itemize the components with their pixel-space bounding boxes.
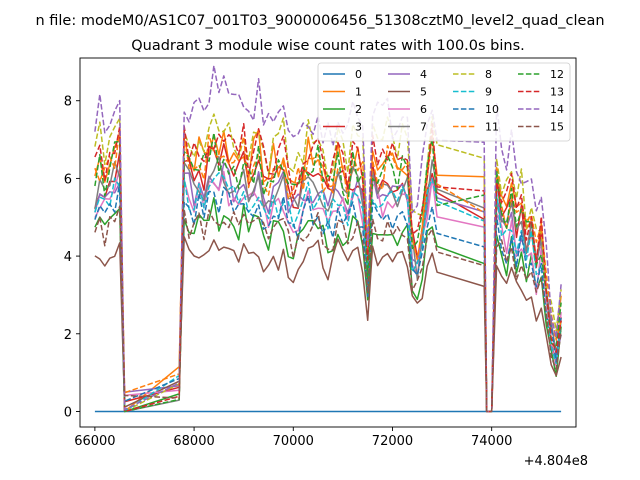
legend-label-13: 13 (550, 86, 564, 99)
series-line-7 (94, 155, 562, 413)
x-tick-label: 66000 (74, 434, 115, 449)
series-line-13 (94, 122, 562, 413)
chart-title: Quadrant 3 module wise count rates with … (131, 38, 525, 54)
legend-label-1: 1 (355, 86, 362, 99)
x-tick-label: 74000 (471, 434, 512, 449)
legend-label-8: 8 (485, 68, 492, 81)
legend-label-4: 4 (420, 68, 427, 81)
series-line-14 (94, 64, 562, 413)
figure-suptitle: n file: modeM0/AS1C07_001T03_9000006456_… (35, 13, 604, 29)
series-lines (94, 64, 562, 413)
y-tick-label: 8 (64, 95, 72, 110)
y-tick-label: 0 (64, 405, 72, 420)
y-tick-label: 6 (64, 172, 72, 187)
x-tick-label: 70000 (273, 434, 314, 449)
x-axis: 66000 68000 70000 72000 74000 (74, 427, 512, 449)
series-line-4 (94, 162, 562, 413)
legend-label-3: 3 (355, 121, 362, 134)
y-tick-label: 2 (64, 328, 72, 343)
series-line-9 (94, 172, 562, 413)
y-tick-label: 4 (64, 250, 72, 265)
legend-label-14: 14 (550, 103, 564, 116)
series-line-5 (94, 236, 562, 413)
series-line-15 (94, 205, 562, 413)
legend-label-6: 6 (420, 103, 427, 116)
legend-label-0: 0 (355, 68, 362, 81)
series-line-10 (94, 182, 562, 413)
series-line-1 (94, 129, 562, 413)
x-tick-label: 72000 (372, 434, 413, 449)
plot-frame (79, 57, 577, 428)
legend-label-5: 5 (420, 86, 427, 99)
legend-label-7: 7 (420, 121, 427, 134)
legend-label-11: 11 (485, 121, 499, 134)
legend-label-9: 9 (485, 86, 492, 99)
legend-box (317, 62, 571, 142)
series-line-12 (94, 132, 562, 413)
series-line-11 (94, 128, 562, 413)
legend-label-15: 15 (550, 121, 564, 134)
x-offset-label: +4.804e8 (524, 454, 588, 469)
series-line-8 (94, 113, 562, 413)
y-axis: 0 2 4 6 8 (64, 95, 80, 420)
x-tick-label: 68000 (173, 434, 214, 449)
legend-label-12: 12 (550, 68, 564, 81)
series-line-6 (94, 167, 562, 413)
legend-label-2: 2 (355, 103, 362, 116)
legend-label-10: 10 (485, 103, 499, 116)
